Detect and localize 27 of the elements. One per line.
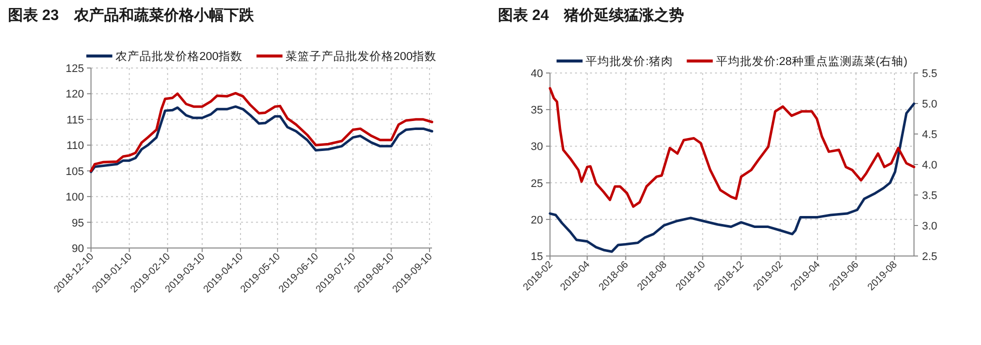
y2tick: 4.0 bbox=[922, 160, 938, 172]
ytick: 35 bbox=[530, 104, 543, 117]
y2tick: 3.0 bbox=[922, 220, 938, 232]
ytick: 25 bbox=[530, 178, 543, 190]
ytick: 40 bbox=[530, 68, 543, 80]
ytick: 95 bbox=[72, 217, 84, 230]
ytick: 30 bbox=[530, 141, 543, 154]
ytick: 100 bbox=[66, 192, 84, 204]
legend-label: 菜篮子产品批发价格200指数 bbox=[286, 49, 437, 63]
y2tick: 4.5 bbox=[922, 129, 938, 141]
legend-label: 农产品批发价格200指数 bbox=[115, 49, 242, 63]
ytick: 125 bbox=[66, 63, 84, 75]
ytick: 115 bbox=[66, 114, 84, 126]
ytick: 105 bbox=[66, 166, 84, 178]
ytick: 120 bbox=[66, 88, 84, 101]
ytick: 110 bbox=[66, 140, 84, 152]
legend-label: 平均批发价:28种重点监测蔬菜(右轴) bbox=[716, 55, 908, 68]
ytick: 15 bbox=[530, 251, 543, 263]
title: 图表 24 猪价延续猛涨之势 bbox=[498, 7, 684, 24]
ytick: 20 bbox=[530, 214, 543, 226]
title: 图表 23 农产品和蔬菜价格小幅下跌 bbox=[8, 7, 254, 24]
ytick: 90 bbox=[72, 243, 84, 255]
legend-label: 平均批发价:猪肉 bbox=[586, 55, 673, 68]
y2tick: 2.5 bbox=[922, 251, 938, 263]
y2tick: 5.5 bbox=[922, 68, 938, 80]
y2tick: 5.0 bbox=[922, 98, 938, 110]
y2tick: 3.5 bbox=[922, 190, 938, 202]
